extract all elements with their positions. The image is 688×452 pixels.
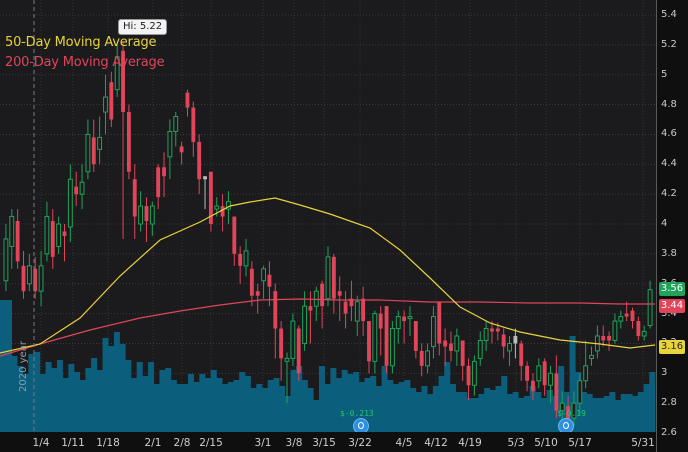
high-marker-label: Hi: 5.22 bbox=[118, 19, 168, 35]
date-tick-label: 5/10 bbox=[534, 437, 558, 449]
price-tick-label: 4 bbox=[661, 218, 668, 230]
date-tick-label: 5/17 bbox=[568, 437, 592, 449]
candlesticks bbox=[3, 41, 653, 431]
price-tick-label: 5.2 bbox=[661, 38, 677, 50]
price-tick-label: 2.6 bbox=[661, 427, 677, 439]
price-tick-label: 5 bbox=[661, 68, 668, 80]
ma200-price-tag: 3.44 bbox=[659, 299, 685, 313]
legend-ma200: 200-Day Moving Average bbox=[5, 55, 165, 70]
date-tick-label: 5/31 bbox=[631, 437, 655, 449]
ma50-line bbox=[0, 197, 656, 354]
ma200-line bbox=[0, 298, 655, 357]
date-tick-label: 5/3 bbox=[507, 437, 525, 449]
price-tick-label: 5.4 bbox=[661, 9, 677, 20]
last-price-tag: 3.56 bbox=[659, 282, 685, 296]
plot-area[interactable] bbox=[0, 0, 656, 432]
price-tick-label: 2.8 bbox=[661, 397, 677, 409]
date-tick-label: 3/1 bbox=[254, 437, 272, 449]
date-tick-label: 1/11 bbox=[61, 437, 85, 449]
date-tick-label: 2/1 bbox=[144, 437, 162, 449]
ma50-price-tag: 3.16 bbox=[659, 340, 685, 354]
earnings-eps-label-2: $-0.19 bbox=[557, 409, 586, 418]
date-tick-label: 2/15 bbox=[199, 437, 223, 449]
date-tick-label: 4/12 bbox=[424, 437, 448, 449]
price-tick-label: 4.2 bbox=[661, 188, 677, 200]
price-tick-label: 4.8 bbox=[661, 98, 677, 110]
date-tick-label: 3/15 bbox=[312, 437, 336, 449]
date-tick-label: 4/19 bbox=[458, 437, 482, 449]
legend-ma50: 50-Day Moving Average bbox=[5, 35, 157, 50]
price-tick-label: 4.4 bbox=[661, 158, 677, 170]
earnings-eps-label-1: $-0.213 bbox=[340, 409, 374, 418]
price-tick-label: 3.4 bbox=[661, 307, 677, 319]
date-tick-label: 1/18 bbox=[96, 437, 120, 449]
date-tick-label: 3/8 bbox=[285, 437, 303, 449]
date-tick-label: 1/4 bbox=[32, 437, 50, 449]
price-tick-label: 3 bbox=[661, 367, 668, 379]
date-tick-label: 3/22 bbox=[348, 437, 372, 449]
year-label: 2020 year bbox=[18, 341, 29, 392]
price-tick-label: 4.6 bbox=[661, 128, 677, 140]
price-axis[interactable]: 5.45.254.84.64.44.243.83.63.43.232.82.6 bbox=[656, 0, 688, 452]
date-tick-label: 4/5 bbox=[395, 437, 413, 449]
volume-bars bbox=[0, 300, 656, 432]
date-axis[interactable] bbox=[0, 432, 656, 452]
price-tick-label: 3.8 bbox=[661, 247, 677, 259]
date-tick-label: 2/8 bbox=[173, 437, 191, 449]
